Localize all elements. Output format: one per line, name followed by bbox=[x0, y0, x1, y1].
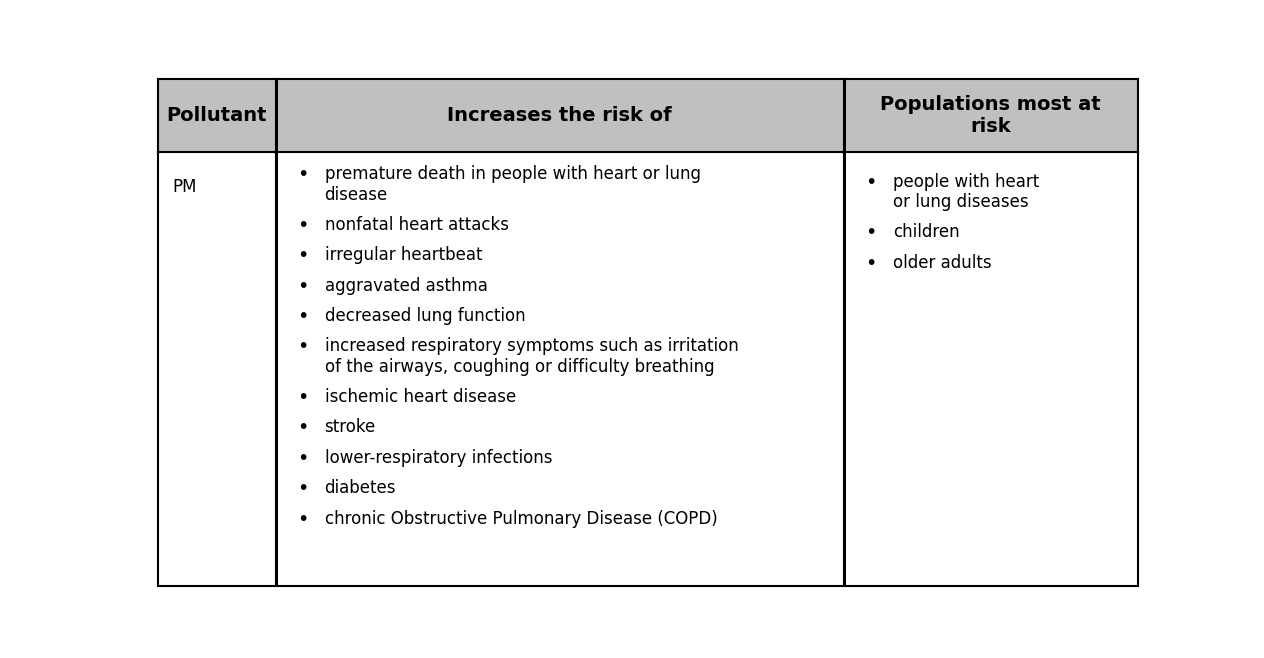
Bar bbox=[158, 153, 1138, 586]
Text: increased respiratory symptoms such as irritation
of the airways, coughing or di: increased respiratory symptoms such as i… bbox=[325, 338, 738, 376]
Text: •: • bbox=[866, 254, 877, 273]
Text: •: • bbox=[866, 223, 877, 242]
Text: nonfatal heart attacks: nonfatal heart attacks bbox=[325, 216, 508, 234]
Text: •: • bbox=[297, 165, 308, 184]
Text: aggravated asthma: aggravated asthma bbox=[325, 276, 488, 295]
Text: decreased lung function: decreased lung function bbox=[325, 307, 525, 325]
Bar bbox=[276, 79, 844, 153]
Text: •: • bbox=[297, 388, 308, 407]
Bar bbox=[844, 79, 1138, 153]
Text: stroke: stroke bbox=[325, 418, 375, 436]
Text: diabetes: diabetes bbox=[325, 479, 396, 497]
Text: •: • bbox=[297, 276, 308, 295]
Text: lower-respiratory infections: lower-respiratory infections bbox=[325, 449, 552, 467]
Text: •: • bbox=[297, 418, 308, 438]
Text: •: • bbox=[297, 449, 308, 468]
Text: •: • bbox=[866, 172, 877, 191]
Text: ischemic heart disease: ischemic heart disease bbox=[325, 388, 516, 406]
Text: Increases the risk of: Increases the risk of bbox=[447, 106, 672, 125]
Text: irregular heartbeat: irregular heartbeat bbox=[325, 246, 482, 264]
Text: PM: PM bbox=[173, 178, 197, 196]
Text: chronic Obstructive Pulmonary Disease (COPD): chronic Obstructive Pulmonary Disease (C… bbox=[325, 510, 717, 528]
Bar bbox=[276, 79, 278, 586]
Text: •: • bbox=[297, 216, 308, 235]
Text: •: • bbox=[297, 510, 308, 528]
Text: •: • bbox=[297, 246, 308, 265]
Text: older adults: older adults bbox=[892, 254, 991, 272]
Bar bbox=[844, 79, 846, 586]
Text: Pollutant: Pollutant bbox=[167, 106, 267, 125]
Text: •: • bbox=[297, 479, 308, 498]
Text: premature death in people with heart or lung
disease: premature death in people with heart or … bbox=[325, 165, 700, 204]
Bar bbox=[158, 151, 1138, 153]
Text: people with heart
or lung diseases: people with heart or lung diseases bbox=[892, 172, 1039, 211]
Text: children: children bbox=[892, 223, 959, 241]
Text: •: • bbox=[297, 307, 308, 326]
Bar bbox=[158, 79, 276, 153]
Text: •: • bbox=[297, 338, 308, 357]
Text: Populations most at
risk: Populations most at risk bbox=[880, 95, 1101, 136]
